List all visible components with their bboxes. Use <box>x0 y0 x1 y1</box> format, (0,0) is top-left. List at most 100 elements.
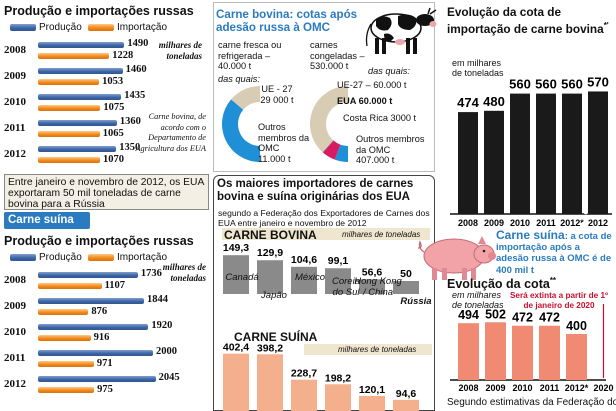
beef-importer-value: 50 <box>400 268 412 280</box>
beef-import-value: 1065 <box>102 128 124 139</box>
beef-importer-bar <box>257 260 283 294</box>
quota-title: Carne bovina: cotas após adesão russa à … <box>216 8 358 34</box>
beef-quota-value: 570 <box>587 74 609 89</box>
fresh-ue-value: 29 000 t <box>260 94 294 105</box>
beef-import-bar <box>38 79 100 85</box>
frozen-slice <box>322 140 334 153</box>
frozen-eua-label: EUA 60.000 t <box>337 96 393 106</box>
legend-label: Importação <box>117 22 168 33</box>
frozen-cr-label: Costa Rica 3000 t <box>343 113 417 123</box>
pork-importer-value: 398,2 <box>257 342 283 354</box>
beef-quota-year: 2011 <box>536 218 556 228</box>
pork-import-bar <box>38 283 102 289</box>
beef-importer-category: Rússia <box>400 296 431 307</box>
beef-import-bar <box>38 157 101 163</box>
beef-quota-value: 560 <box>509 77 531 92</box>
pork-importer-value: 94,6 <box>396 388 417 400</box>
cow-icon <box>365 7 437 54</box>
legend-label: Importação <box>117 252 168 263</box>
frozen-beef-label: carnes congeladas –530.000 t <box>310 40 380 72</box>
pork-importer-value: 198,2 <box>325 372 351 384</box>
frozen-slice <box>334 144 348 162</box>
pork-quota-callout-text: : a cota de importação após a adesão rus… <box>496 231 612 276</box>
legend-swatch-blue <box>10 23 36 31</box>
beef-production-value: 1460 <box>125 64 147 75</box>
pork-quota-bar <box>485 322 506 380</box>
beef-production-value: 1360 <box>119 116 141 127</box>
pork-quota-unit: em milhares de toneladas <box>452 290 504 310</box>
beef-import-value: 1053 <box>102 76 124 87</box>
frozen-slice <box>310 86 348 153</box>
beef-production-bar <box>38 68 123 74</box>
pork-quota-year: 2012* <box>565 383 589 393</box>
fresh-ue-label: UE - 27 29 000 t <box>257 84 297 105</box>
pork-quota-callout-title: Carne suína <box>496 228 565 242</box>
beef-production-value: 1350 <box>119 142 141 153</box>
beef-quota-year: 2008 <box>458 218 478 228</box>
pork-quota-marks: ** <box>549 276 557 285</box>
pork-quota-bar <box>566 334 587 380</box>
beef-legend-production: Produção <box>10 22 82 33</box>
pork-quota-footer: Segundo estimativas da Federação dos <box>447 397 616 408</box>
beef-importer-value: 56,6 <box>362 266 383 278</box>
legend-label: Produção <box>39 22 82 33</box>
pork-production-bar <box>38 272 138 278</box>
pork-production-value: 2000 <box>156 346 177 357</box>
pork-unit-band <box>304 344 432 355</box>
beef-production-bar <box>38 42 125 48</box>
pork-year-label: 2012 <box>4 378 26 390</box>
pork-quota-year: 2020 <box>593 383 613 393</box>
beef-year-label: 2010 <box>4 96 26 108</box>
beef-production-bar <box>38 146 117 152</box>
fresh-das-quais: das quais: <box>218 74 260 84</box>
beef-production-bar <box>38 94 122 100</box>
legend-swatch-blue <box>10 253 36 261</box>
beef-importer-category: México <box>295 272 325 283</box>
pork-quota-chart: 494 2008 502 2009 472 2010 472 2011 400 2012* 2020 <box>450 304 614 393</box>
pork-importer-value: 120,1 <box>359 384 385 396</box>
beef-importer-bar <box>291 266 317 294</box>
pork-quota-year: 2010 <box>512 383 532 393</box>
pork-year-label: 2008 <box>4 274 26 286</box>
frozen-other-label: Outros membros da OMC 407.000 t <box>356 134 434 166</box>
frozen-label-text: carnes congeladas – <box>310 40 365 61</box>
pork-unit-label: milhares de toneladas <box>162 262 206 283</box>
pork-quota-value: 472 <box>539 311 560 325</box>
fresh-beef-label: carne fresca ou refrigerada –40.000 t <box>218 40 298 72</box>
beef-year-label: 2012 <box>4 148 26 160</box>
pork-quota-value: 400 <box>566 319 587 333</box>
beef-year-label: 2009 <box>4 70 26 82</box>
pork-production-title: Produção e importações russas <box>4 234 194 248</box>
pork-production-bar <box>38 350 153 356</box>
beef-production-value: 1490 <box>127 38 149 49</box>
pork-production-value: 1844 <box>147 294 169 305</box>
pork-production-value: 1920 <box>151 320 173 331</box>
beef-importer-category: Coreia <box>332 276 360 287</box>
beef-quota-value: 560 <box>561 77 583 92</box>
beef-importer-bar <box>359 279 385 294</box>
pork-quota-value: 494 <box>458 308 479 322</box>
pork-import-value: 975 <box>97 384 113 395</box>
beef-quota-chart: 474 2008 480 2009 560 2010 560 2011 560 2012* 570 2… <box>450 74 612 228</box>
pork-quota-value: 472 <box>512 311 533 325</box>
pork-year-label: 2010 <box>4 326 26 338</box>
beef-import-value: 1070 <box>103 154 125 165</box>
beef-importer-bar <box>223 255 249 294</box>
frozen-other-value: 407.000 t <box>356 155 395 165</box>
beef-importer-bar <box>393 281 419 294</box>
pork-import-value: 916 <box>93 332 110 343</box>
pork-importer-bar <box>325 384 351 411</box>
beef-quota-bar <box>536 93 556 214</box>
pork-importer-bar <box>257 354 283 411</box>
beef-quota-bar <box>562 93 582 214</box>
beef-production-bar <box>38 120 117 126</box>
pork-import-value: 876 <box>91 306 108 317</box>
beef-quota-value: 560 <box>535 77 557 92</box>
pork-quota-year: 2011 <box>540 383 560 393</box>
beef-quota-value: 474 <box>457 95 479 110</box>
beef-quota-year: 2009 <box>484 218 504 228</box>
beef-import-bar <box>38 131 100 137</box>
beef-source-note: Carne bovina, de acordo com o Departamen… <box>135 112 206 153</box>
pork-import-value: 1107 <box>104 280 126 291</box>
